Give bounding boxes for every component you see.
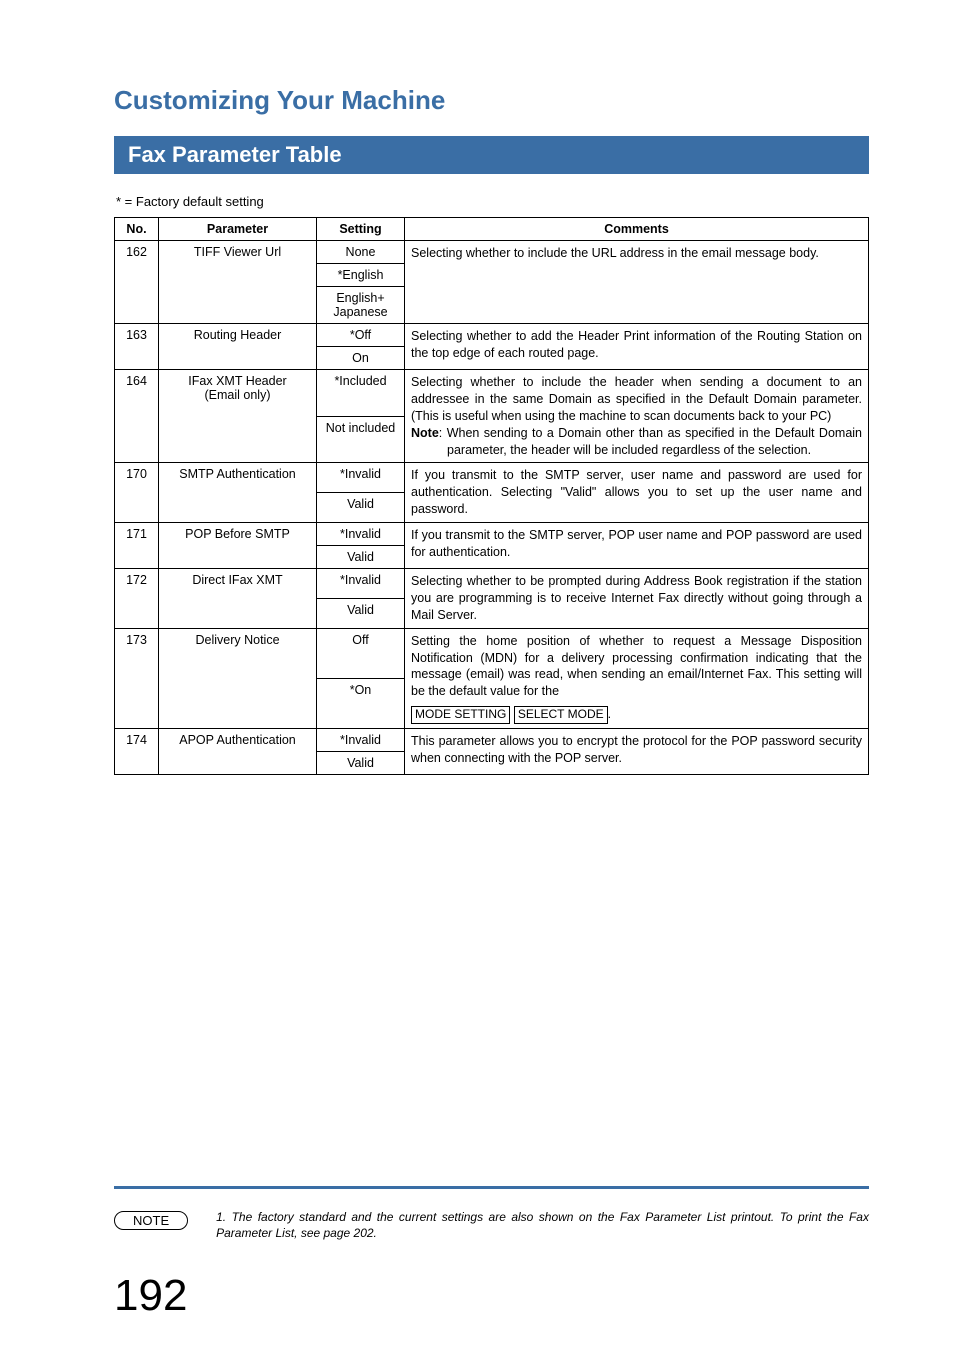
cell-setting: *English — [317, 264, 405, 287]
cell-setting: Not included — [317, 416, 405, 463]
table-row: 172 Direct IFax XMT *Invalid Selecting w… — [115, 569, 869, 599]
comment-text: Selecting whether to include the header … — [411, 375, 862, 423]
cell-comment: If you transmit to the SMTP server, POP … — [405, 523, 869, 569]
cell-no: 162 — [115, 241, 159, 324]
comment-post: . — [608, 707, 611, 721]
cell-comment: Setting the home position of whether to … — [405, 628, 869, 728]
cell-setting: None — [317, 241, 405, 264]
cell-setting: *Invalid — [317, 523, 405, 546]
cell-param: TIFF Viewer Url — [159, 241, 317, 324]
table-row: 164 IFax XMT Header (Email only) *Includ… — [115, 370, 869, 417]
note-badge: NOTE — [114, 1211, 188, 1230]
cell-param: Delivery Notice — [159, 628, 317, 728]
col-parameter: Parameter — [159, 218, 317, 241]
select-mode-box: SELECT MODE — [514, 706, 608, 724]
comment-text: Setting the home position of whether to … — [411, 634, 862, 699]
cell-no: 173 — [115, 628, 159, 728]
cell-no: 170 — [115, 463, 159, 523]
cell-param: POP Before SMTP — [159, 523, 317, 569]
cell-no: 174 — [115, 728, 159, 774]
col-no: No. — [115, 218, 159, 241]
cell-setting: *Invalid — [317, 463, 405, 493]
note-text: : When sending to a Domain other than as… — [439, 426, 862, 457]
mode-setting-box: MODE SETTING — [411, 706, 510, 724]
cell-comment: If you transmit to the SMTP server, user… — [405, 463, 869, 523]
cell-setting: Valid — [317, 493, 405, 523]
cell-param: Routing Header — [159, 324, 317, 370]
table-row: 162 TIFF Viewer Url None Selecting wheth… — [115, 241, 869, 264]
cell-setting: *On — [317, 678, 405, 728]
section-title: Fax Parameter Table — [114, 136, 869, 174]
cell-setting: English+ Japanese — [317, 287, 405, 324]
footer-note-text: The factory standard and the current set… — [216, 1210, 869, 1240]
cell-setting: *Invalid — [317, 569, 405, 599]
cell-param: APOP Authentication — [159, 728, 317, 774]
table-row: 171 POP Before SMTP *Invalid If you tran… — [115, 523, 869, 546]
cell-setting: On — [317, 347, 405, 370]
cell-comment: This parameter allows you to encrypt the… — [405, 728, 869, 774]
fax-parameter-table: No. Parameter Setting Comments 162 TIFF … — [114, 217, 869, 775]
cell-param: SMTP Authentication — [159, 463, 317, 523]
default-setting-note: * = Factory default setting — [116, 194, 869, 209]
table-row: 163 Routing Header *Off Selecting whethe… — [115, 324, 869, 347]
cell-no: 171 — [115, 523, 159, 569]
cell-setting: Valid — [317, 598, 405, 628]
cell-setting: Off — [317, 628, 405, 678]
cell-no: 164 — [115, 370, 159, 463]
cell-setting: *Invalid — [317, 728, 405, 751]
cell-comment: Selecting whether to include the URL add… — [405, 241, 869, 324]
cell-setting: Valid — [317, 546, 405, 569]
page-number: 192 — [114, 1271, 187, 1320]
footer-rule — [114, 1186, 869, 1189]
cell-param: IFax XMT Header (Email only) — [159, 370, 317, 463]
col-comments: Comments — [405, 218, 869, 241]
cell-setting: Valid — [317, 751, 405, 774]
note-label: Note — [411, 426, 439, 440]
cell-no: 172 — [115, 569, 159, 629]
cell-setting: *Off — [317, 324, 405, 347]
cell-comment: Selecting whether to be prompted during … — [405, 569, 869, 629]
col-setting: Setting — [317, 218, 405, 241]
main-title: Customizing Your Machine — [114, 85, 869, 116]
cell-param: Direct IFax XMT — [159, 569, 317, 629]
table-row: 170 SMTP Authentication *Invalid If you … — [115, 463, 869, 493]
page-footer: NOTE 1. The factory standard and the cur… — [114, 1186, 869, 1321]
table-row: 173 Delivery Notice Off Setting the home… — [115, 628, 869, 678]
footer-note-number: 1. — [216, 1210, 226, 1224]
cell-setting: *Included — [317, 370, 405, 417]
cell-no: 163 — [115, 324, 159, 370]
cell-comment: Selecting whether to include the header … — [405, 370, 869, 463]
cell-comment: Selecting whether to add the Header Prin… — [405, 324, 869, 370]
table-row: 174 APOP Authentication *Invalid This pa… — [115, 728, 869, 751]
